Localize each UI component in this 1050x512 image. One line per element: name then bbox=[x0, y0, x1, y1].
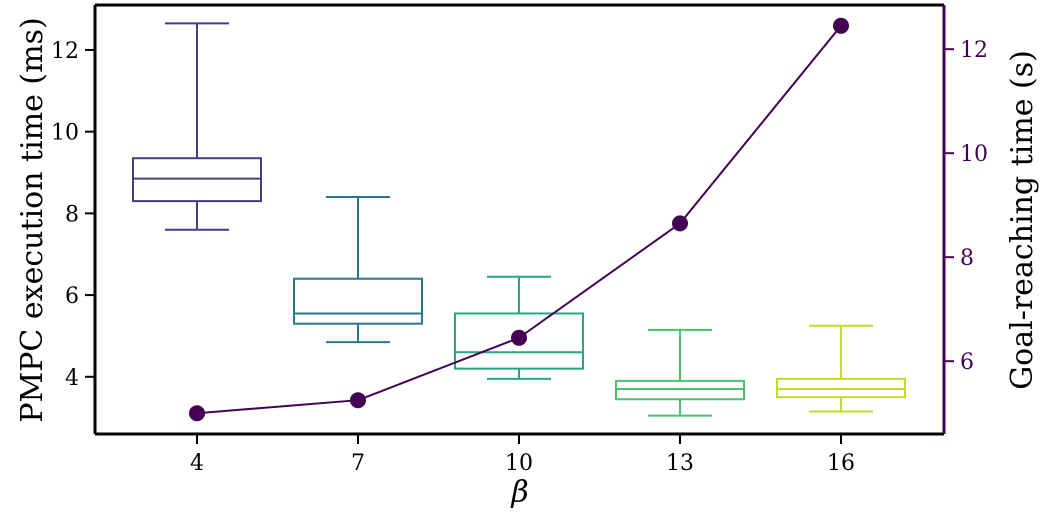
goal-time-line bbox=[196, 25, 842, 415]
goal-time-point-16 bbox=[833, 17, 849, 34]
x-tick-label-4: 4 bbox=[190, 451, 204, 476]
x-axis-label: β bbox=[510, 475, 528, 510]
box-iqr bbox=[293, 277, 423, 325]
goal-time-point-13 bbox=[672, 215, 688, 232]
y-right-tick-label-10: 10 bbox=[960, 142, 988, 167]
box-iqr bbox=[132, 157, 262, 203]
box-10 bbox=[454, 275, 584, 380]
box-13 bbox=[615, 328, 745, 417]
box-7 bbox=[293, 196, 423, 344]
box-iqr bbox=[454, 312, 584, 370]
y-axis-label-left: PMPC execution time (ms) bbox=[15, 17, 50, 422]
x-tick-label-13: 13 bbox=[666, 451, 694, 476]
box-4 bbox=[132, 22, 262, 231]
x-tick-label-10: 10 bbox=[505, 451, 533, 476]
y-left-tick-label-8: 8 bbox=[65, 202, 79, 227]
y-right-tick-label-6: 6 bbox=[960, 350, 974, 375]
x-tick-label-16: 16 bbox=[827, 451, 855, 476]
goal-time-point-4 bbox=[189, 405, 205, 422]
y-axis-label-right: Goal-reaching time (s) bbox=[1005, 50, 1040, 390]
y-left-tick-label-12: 12 bbox=[51, 39, 79, 64]
y-left-tick-label-4: 4 bbox=[65, 366, 79, 391]
y-left-tick-label-6: 6 bbox=[65, 284, 79, 309]
axes-layer: 4 7 10 13 16 4 6 8 10 12 6 8 10 12 bbox=[51, 3, 988, 476]
goal-time-point-10 bbox=[511, 329, 527, 346]
box-iqr bbox=[776, 377, 906, 399]
y-left-tick-label-10: 10 bbox=[51, 121, 79, 146]
y-right-tick-label-8: 8 bbox=[960, 246, 974, 271]
y-right-tick-label-12: 12 bbox=[960, 38, 988, 63]
box-iqr bbox=[615, 379, 745, 401]
goal-time-point-7 bbox=[350, 392, 366, 409]
goal-time-line-layer bbox=[189, 17, 849, 422]
boxplot-layer bbox=[132, 22, 906, 417]
box-16 bbox=[776, 324, 906, 413]
x-tick-label-7: 7 bbox=[351, 451, 365, 476]
